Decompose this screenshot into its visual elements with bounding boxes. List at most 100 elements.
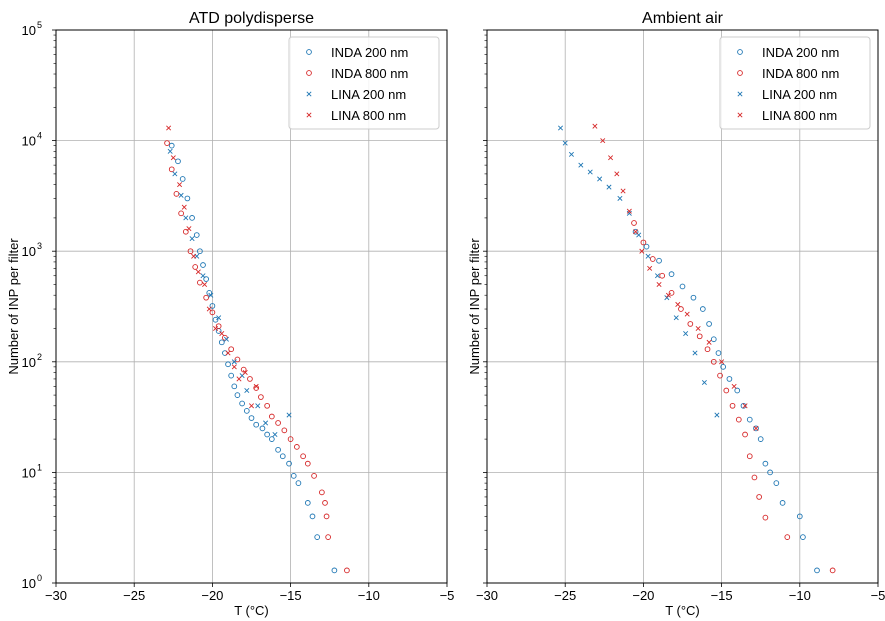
- data-point: [325, 534, 331, 540]
- data-point: [753, 425, 759, 432]
- data-point: [683, 331, 689, 337]
- legend-label: LINA 200 nm: [331, 87, 406, 102]
- data-point: [690, 294, 697, 301]
- data-point: [626, 210, 632, 216]
- data-point: [323, 513, 330, 520]
- data-point: [701, 379, 707, 386]
- data-point: [222, 334, 228, 341]
- data-point: [209, 303, 216, 309]
- y-tick-label: 10: [22, 355, 36, 370]
- data-point: [331, 567, 338, 574]
- data-point: [699, 306, 706, 312]
- data-point: [762, 460, 769, 467]
- legend-marker: [306, 49, 312, 55]
- legend-marker: [306, 91, 312, 97]
- data-point: [568, 151, 574, 157]
- data-point: [268, 436, 275, 442]
- data-point: [664, 295, 670, 301]
- data-point: [687, 321, 694, 327]
- data-point: [231, 359, 237, 365]
- data-point: [264, 431, 270, 438]
- data-point: [186, 226, 192, 232]
- data-point: [587, 169, 593, 175]
- data-point: [647, 265, 653, 271]
- data-point: [259, 425, 266, 432]
- data-point: [168, 166, 175, 173]
- data-point: [166, 125, 172, 131]
- data-point: [714, 412, 720, 418]
- legend-marker: [737, 70, 743, 76]
- data-point: [309, 513, 316, 520]
- data-point: [606, 184, 612, 190]
- x-tick-label: −10: [358, 588, 380, 603]
- data-point: [668, 290, 675, 296]
- data-point: [215, 323, 222, 330]
- data-point: [626, 208, 632, 214]
- series-inda-200-nm: [168, 142, 338, 574]
- data-point: [314, 534, 321, 540]
- data-point: [673, 315, 679, 321]
- data-point: [179, 176, 186, 182]
- data-point: [219, 331, 225, 337]
- legend-marker: [306, 70, 312, 76]
- data-point: [200, 262, 206, 268]
- data-point: [236, 376, 242, 382]
- data-point: [178, 210, 184, 217]
- data-point: [189, 215, 195, 221]
- data-point: [213, 325, 219, 332]
- data-point: [614, 171, 620, 177]
- data-point: [723, 387, 730, 394]
- data-point: [726, 376, 733, 382]
- data-point: [668, 271, 675, 278]
- legend-marker: [737, 49, 743, 55]
- data-point: [184, 195, 191, 202]
- x-axis-label: T (°C): [665, 603, 700, 618]
- y-tick-exponent: 4: [37, 131, 42, 141]
- data-point: [192, 264, 199, 270]
- data-point: [757, 436, 764, 442]
- series-lina-800-nm: [166, 125, 259, 409]
- data-point: [286, 460, 292, 467]
- data-point: [304, 460, 311, 467]
- data-point: [202, 281, 208, 288]
- data-point: [753, 425, 759, 431]
- data-point: [294, 444, 300, 450]
- data-point: [253, 421, 260, 428]
- data-point: [203, 276, 209, 282]
- data-point: [225, 361, 231, 368]
- y-tick-exponent: 1: [37, 462, 42, 472]
- data-point: [182, 228, 189, 235]
- data-point: [645, 253, 651, 259]
- chart-title: ATD polydisperse: [189, 10, 314, 27]
- data-point: [167, 148, 173, 154]
- data-point: [247, 376, 253, 382]
- y-axis-label: Number of INP per filter: [6, 238, 21, 375]
- legend-label: INDA 200 nm: [331, 45, 408, 60]
- data-point: [746, 453, 753, 460]
- data-point: [762, 514, 769, 521]
- y-tick-exponent: 3: [37, 241, 42, 251]
- y-tick-label: 10: [22, 576, 36, 591]
- data-point: [800, 534, 806, 540]
- data-point: [659, 272, 666, 279]
- data-point: [557, 125, 564, 131]
- y-tick-label: 10: [22, 23, 36, 38]
- data-point: [608, 155, 614, 161]
- data-point: [796, 513, 803, 520]
- legend-marker: [737, 112, 743, 118]
- data-point: [678, 306, 684, 312]
- legend: INDA 200 nm INDA 800 nm LINA 200 nm LINA 80…: [719, 36, 871, 130]
- data-point: [231, 383, 238, 390]
- data-point: [675, 301, 681, 307]
- data-point: [253, 385, 260, 391]
- data-point: [632, 228, 639, 235]
- data-point: [234, 392, 241, 398]
- series-inda-800-nm: [631, 220, 836, 574]
- data-point: [281, 427, 288, 434]
- data-point: [170, 155, 176, 161]
- x-tick-label: −25: [123, 588, 145, 603]
- data-point: [814, 567, 820, 574]
- data-point: [640, 239, 647, 246]
- x-tick-label: −30: [476, 588, 498, 603]
- x-tick-label: −20: [201, 588, 223, 603]
